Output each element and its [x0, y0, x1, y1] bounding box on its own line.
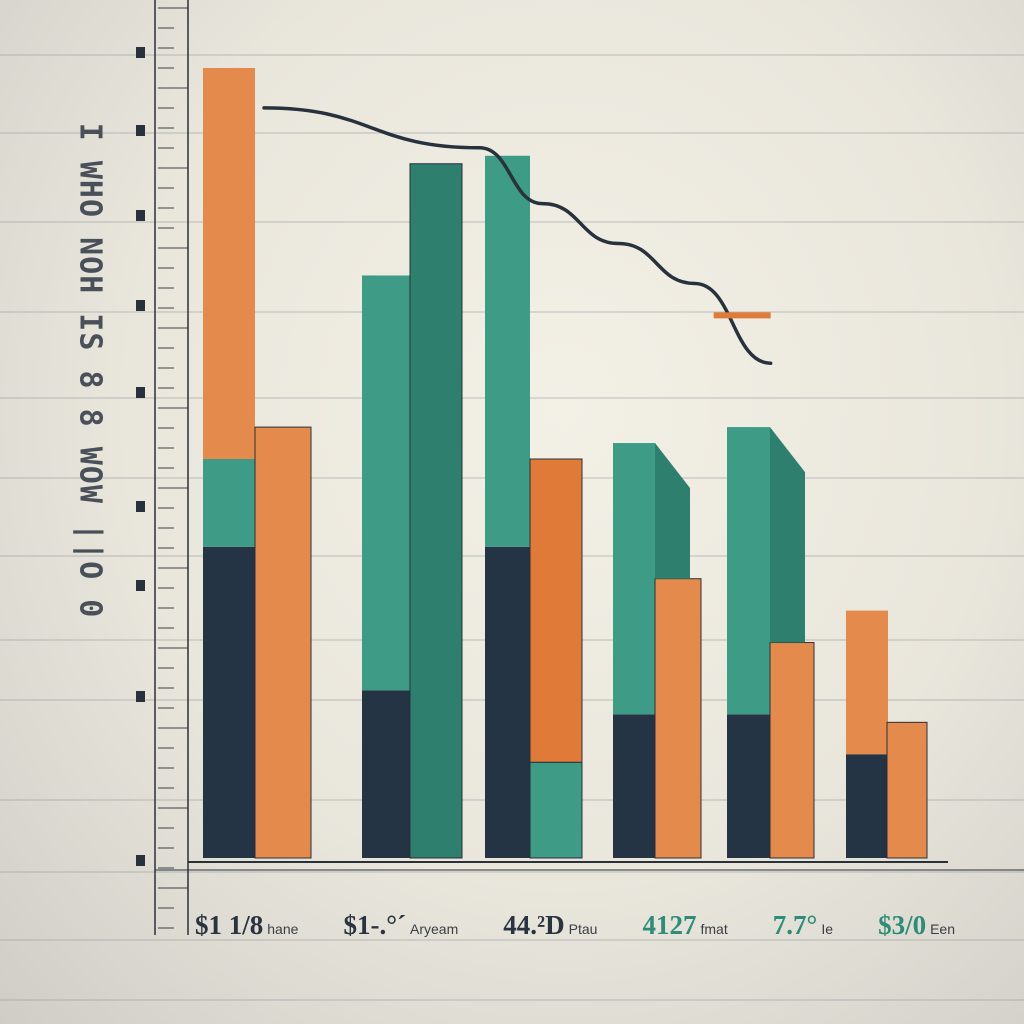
axis-marker-7: [136, 580, 145, 591]
bottom-label-2-value: $1-.°´: [343, 909, 406, 940]
bar-1-segment-3: [203, 67, 255, 459]
bottom-label-6-suffix: Een: [930, 920, 955, 937]
bottom-label-6-value: $3/0: [878, 909, 927, 940]
axis-marker-2: [136, 125, 145, 136]
bottom-label-2: $1-.°´ Aryeam: [343, 910, 458, 941]
bar-4-segment-2: [613, 443, 655, 715]
bar-4-shade: [655, 443, 690, 579]
bottom-label-3-value: 44.²D: [503, 909, 565, 940]
bottom-label-3: 44.²D Ptau: [503, 910, 597, 941]
bar-3-companion-2: [529, 458, 583, 763]
bar-1-segment-1: [203, 546, 255, 858]
bar-3-segment-1: [485, 546, 530, 858]
bottom-labels: $1 1/8 hane $1-.°´ Aryeam 44.²D Ptau 412…: [195, 905, 955, 945]
axis-marker-8: [136, 691, 145, 702]
bar-3-segment-2: [485, 155, 530, 547]
bars: [203, 67, 928, 859]
axis-marker-3: [136, 210, 145, 221]
bar-2-segment-2: [362, 275, 412, 691]
bottom-label-2-suffix: Aryeam: [410, 920, 459, 937]
bottom-label-1-value: $1 1/8: [195, 909, 264, 940]
bar-2-segment-1: [362, 690, 412, 858]
bottom-label-3-suffix: Ptau: [568, 920, 598, 937]
bar-6-segment-4: [846, 610, 888, 755]
y-axis-label: I WHO NOH IS 8 8 WOW ||O 0: [10, 80, 170, 660]
axis-marker-6: [136, 501, 145, 512]
bottom-label-4: 4127 fmat: [642, 910, 727, 941]
bottom-label-5: 7.7° Ie: [773, 910, 833, 941]
trend-line-group: [262, 106, 773, 365]
bottom-label-1-suffix: hane: [267, 920, 299, 937]
y-axis-label-text: I WHO NOH IS 8 8 WOW ||O 0: [72, 122, 108, 618]
bar-5-companion-1: [769, 642, 815, 859]
bar-1-segment-2: [203, 459, 255, 547]
bar-2-companion-1: [409, 163, 463, 859]
bottom-label-4-value: 4127: [642, 909, 697, 940]
bottom-label-5-value: 7.7°: [772, 909, 818, 940]
bar-4-segment-1: [613, 714, 655, 858]
trend-line: [262, 106, 773, 365]
axes: [136, 0, 1024, 935]
bottom-label-1: $1 1/8 hane: [195, 910, 298, 941]
bottom-label-5-suffix: Ie: [821, 920, 834, 937]
bar-3-companion-1: [529, 761, 583, 859]
bar-6-segment-1: [846, 754, 888, 858]
bottom-label-6: $3/0 Een: [878, 910, 955, 941]
bar-5-shade: [770, 427, 805, 643]
bottom-label-4-suffix: fmat: [700, 920, 728, 937]
bar-4-companion-1: [654, 578, 702, 859]
axis-marker-9: [136, 855, 145, 866]
bar-1-companion-1: [254, 426, 312, 859]
axis-marker-1: [136, 47, 145, 58]
axis-marker-4: [136, 300, 145, 311]
axis-marker-5: [136, 387, 145, 398]
bar-6-companion-1: [886, 721, 928, 859]
bar-5-segment-2: [727, 427, 770, 715]
bar-5-segment-1: [727, 714, 770, 858]
